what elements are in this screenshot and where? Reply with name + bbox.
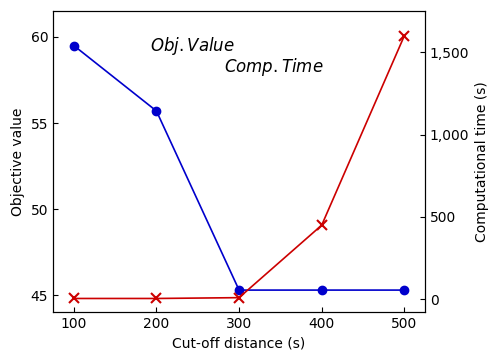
X-axis label: Cut-off distance (s): Cut-off distance (s): [172, 337, 306, 351]
Y-axis label: Objective value: Objective value: [11, 108, 25, 216]
Y-axis label: Computational time (s): Computational time (s): [475, 81, 489, 242]
Text: $\mathit{Comp.Time}$: $\mathit{Comp.Time}$: [224, 56, 324, 78]
Text: $\mathit{Obj.Value}$: $\mathit{Obj.Value}$: [150, 35, 235, 57]
